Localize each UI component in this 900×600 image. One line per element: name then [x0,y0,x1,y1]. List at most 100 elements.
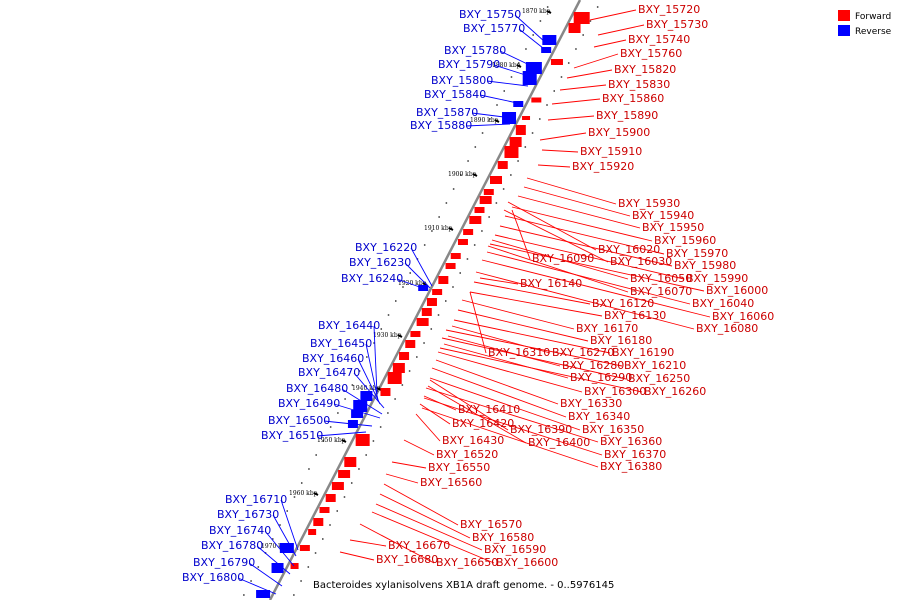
reverse-gene-label[interactable]: BXY_16470 [298,366,360,379]
forward-gene-label[interactable]: BXY_15960 [654,234,716,247]
forward-gene-label[interactable]: BXY_16090 [532,252,594,265]
reverse-gene-label[interactable]: BXY_15840 [424,88,486,101]
forward-gene-glyph[interactable] [331,482,344,490]
forward-gene-label[interactable]: BXY_15830 [608,78,670,91]
forward-gene-label[interactable]: BXY_16430 [442,434,504,447]
forward-gene-label[interactable]: BXY_16070 [630,285,692,298]
forward-gene-label[interactable]: BXY_15730 [646,18,708,31]
forward-gene-label[interactable]: BXY_16040 [692,297,754,310]
forward-gene-label[interactable]: BXY_15950 [642,221,704,234]
reverse-gene-label[interactable]: BXY_15880 [410,119,472,132]
reverse-gene-label[interactable]: BXY_16440 [318,319,380,332]
reverse-gene-label[interactable]: BXY_16710 [225,493,287,506]
forward-gene-glyph[interactable] [450,253,461,259]
forward-gene-glyph[interactable] [504,146,519,158]
reverse-gene-label[interactable]: BXY_15790 [438,58,500,71]
forward-gene-label[interactable]: BXY_15890 [596,109,658,122]
forward-gene-glyph[interactable] [509,137,522,147]
forward-gene-glyph[interactable] [531,97,542,103]
forward-gene-glyph[interactable] [522,116,531,120]
forward-gene-glyph[interactable] [313,518,324,526]
forward-gene-label[interactable]: BXY_16410 [458,403,520,416]
forward-gene-label[interactable]: BXY_16570 [460,518,522,531]
forward-gene-label[interactable]: BXY_16290 [570,371,632,384]
forward-gene-label[interactable]: BXY_16180 [590,334,652,347]
forward-gene-label[interactable]: BXY_15990 [686,272,748,285]
forward-gene-label[interactable]: BXY_16030 [610,255,672,268]
forward-gene-glyph[interactable] [405,340,416,348]
forward-gene-label[interactable]: BXY_16340 [568,410,630,423]
forward-gene-label[interactable]: BXY_16650 [436,556,498,569]
forward-gene-label[interactable]: BXY_16190 [612,346,674,359]
reverse-gene-glyph[interactable] [279,543,294,553]
forward-gene-glyph[interactable] [392,363,405,373]
forward-gene-label[interactable]: BXY_16310 [488,346,550,359]
forward-gene-label[interactable]: BXY_15940 [632,209,694,222]
reverse-gene-label[interactable]: BXY_16220 [355,241,417,254]
forward-gene-label[interactable]: BXY_15860 [602,92,664,105]
forward-gene-label[interactable]: BXY_16020 [598,243,660,256]
forward-gene-label[interactable]: BXY_15920 [572,160,634,173]
forward-gene-label[interactable]: BXY_16270 [552,346,614,359]
forward-gene-glyph[interactable] [290,563,299,569]
forward-gene-label[interactable]: BXY_16550 [428,461,490,474]
forward-gene-glyph[interactable] [573,12,590,24]
forward-gene-glyph[interactable] [380,388,391,396]
forward-gene-label[interactable]: BXY_16360 [600,435,662,448]
forward-gene-label[interactable]: BXY_16590 [484,543,546,556]
reverse-gene-label[interactable]: BXY_16780 [201,539,263,552]
reverse-gene-label[interactable]: BXY_16740 [209,524,271,537]
forward-gene-label[interactable]: BXY_16400 [528,436,590,449]
forward-gene-glyph[interactable] [474,207,485,213]
reverse-gene-label[interactable]: BXY_15800 [431,74,493,87]
forward-gene-glyph[interactable] [410,331,421,337]
forward-gene-glyph[interactable] [490,176,502,184]
forward-gene-label[interactable]: BXY_16170 [576,322,638,335]
forward-gene-label[interactable]: BXY_15910 [580,145,642,158]
forward-gene-glyph[interactable] [344,457,357,467]
reverse-gene-label[interactable]: BXY_16480 [286,382,348,395]
forward-gene-glyph[interactable] [325,494,336,502]
forward-gene-glyph[interactable] [438,276,449,284]
forward-gene-glyph[interactable] [355,434,370,446]
reverse-gene-label[interactable]: BXY_16230 [349,256,411,269]
forward-gene-label[interactable]: BXY_16300 [584,385,646,398]
forward-gene-label[interactable]: BXY_16680 [376,553,438,566]
reverse-gene-glyph[interactable] [522,71,537,85]
forward-gene-label[interactable]: BXY_15970 [666,247,728,260]
forward-gene-label[interactable]: BXY_16380 [600,460,662,473]
forward-gene-label[interactable]: BXY_16580 [472,531,534,544]
forward-gene-label[interactable]: BXY_16210 [624,359,686,372]
forward-gene-label[interactable]: BXY_16350 [582,423,644,436]
forward-gene-label[interactable]: BXY_15900 [588,126,650,139]
reverse-gene-label[interactable]: BXY_15770 [463,22,525,35]
forward-gene-glyph[interactable] [399,352,410,360]
forward-gene-glyph[interactable] [445,263,456,269]
forward-gene-label[interactable]: BXY_16600 [496,556,558,569]
forward-gene-glyph[interactable] [416,318,429,326]
forward-gene-label[interactable]: BXY_16080 [696,322,758,335]
forward-gene-glyph[interactable] [299,545,310,551]
forward-gene-label[interactable]: BXY_16060 [712,310,774,323]
forward-gene-glyph[interactable] [463,229,474,235]
forward-gene-glyph[interactable] [426,298,437,306]
forward-gene-label[interactable]: BXY_16250 [628,372,690,385]
reverse-gene-glyph[interactable] [513,101,524,107]
reverse-gene-label[interactable]: BXY_16460 [302,352,364,365]
reverse-gene-label[interactable]: BXY_16490 [278,397,340,410]
forward-gene-label[interactable]: BXY_15980 [674,259,736,272]
reverse-gene-glyph[interactable] [360,391,373,401]
reverse-gene-glyph[interactable] [542,35,557,45]
forward-gene-label[interactable]: BXY_15720 [638,3,700,16]
forward-gene-glyph[interactable] [308,529,317,535]
forward-gene-glyph[interactable] [515,125,526,135]
forward-gene-label[interactable]: BXY_16050 [630,272,692,285]
reverse-gene-label[interactable]: BXY_16240 [341,272,403,285]
forward-gene-label[interactable]: BXY_16140 [520,277,582,290]
forward-gene-label[interactable]: BXY_16280 [562,359,624,372]
forward-gene-glyph[interactable] [497,161,508,169]
forward-gene-glyph[interactable] [319,507,330,513]
forward-gene-label[interactable]: BXY_16390 [510,423,572,436]
forward-gene-glyph[interactable] [338,470,351,478]
forward-gene-glyph[interactable] [469,216,482,224]
